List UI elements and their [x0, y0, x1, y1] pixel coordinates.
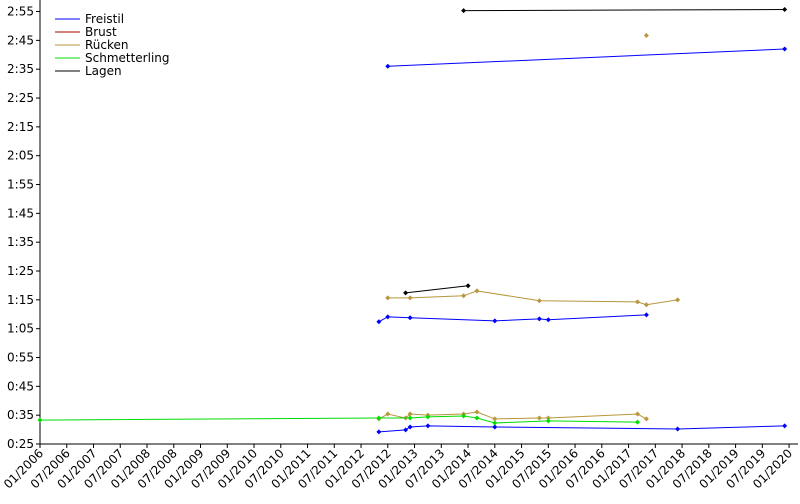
- point: [545, 415, 551, 421]
- y-tick-label: 1:15: [7, 293, 34, 307]
- point: [407, 315, 413, 321]
- point: [425, 423, 431, 429]
- y-tick-label: 0:25: [7, 437, 34, 451]
- point: [536, 415, 542, 421]
- point: [782, 7, 788, 13]
- point: [536, 316, 542, 322]
- y-tick-label: 2:45: [7, 33, 34, 47]
- y-tick-label: 0:55: [7, 351, 34, 365]
- y-tick-label: 0:45: [7, 379, 34, 393]
- y-tick-label: 1:55: [7, 178, 34, 192]
- y-tick-label: 2:55: [7, 5, 34, 19]
- point: [782, 423, 788, 429]
- point: [385, 411, 391, 417]
- point: [492, 424, 498, 430]
- point: [545, 418, 551, 424]
- legend-label: Freistil: [85, 12, 124, 26]
- point: [492, 420, 498, 426]
- point: [407, 424, 413, 430]
- point: [461, 413, 467, 419]
- legend-label: Rücken: [85, 38, 129, 52]
- series-line: [405, 9, 785, 294]
- series-line: [379, 35, 678, 418]
- point: [634, 299, 640, 305]
- point: [376, 429, 382, 435]
- point: [675, 426, 681, 432]
- y-tick-label: 2:15: [7, 120, 34, 134]
- point: [425, 414, 431, 420]
- series-line: [378, 48, 785, 433]
- point: [643, 416, 649, 422]
- y-tick-label: 1:35: [7, 235, 34, 249]
- legend-label: Brust: [85, 25, 117, 39]
- point: [643, 302, 649, 308]
- point: [376, 415, 382, 421]
- y-tick-label: 2:25: [7, 91, 34, 105]
- point: [403, 427, 409, 433]
- legend-label: Lagen: [85, 64, 122, 78]
- point: [407, 411, 413, 417]
- point: [385, 314, 391, 320]
- point: [474, 415, 480, 421]
- point: [492, 318, 498, 324]
- point: [385, 63, 391, 69]
- y-tick-label: 1:45: [7, 206, 34, 220]
- point: [407, 415, 413, 421]
- point: [385, 295, 391, 301]
- point: [403, 290, 409, 296]
- y-tick-label: 1:25: [7, 264, 34, 278]
- point: [643, 32, 649, 38]
- point: [675, 297, 681, 303]
- y-tick-label: 1:05: [7, 322, 34, 336]
- point: [492, 416, 498, 422]
- y-tick-label: 2:35: [7, 62, 34, 76]
- y-tick-label: 0:35: [7, 408, 34, 422]
- point: [643, 312, 649, 318]
- point: [634, 419, 640, 425]
- point: [634, 411, 640, 417]
- point: [376, 319, 382, 325]
- point: [465, 283, 471, 289]
- point: [474, 288, 480, 294]
- point: [407, 295, 413, 301]
- point: [545, 317, 551, 323]
- point: [37, 417, 43, 423]
- legend-label: Schmetterling: [85, 51, 170, 65]
- point: [474, 409, 480, 415]
- point: [461, 8, 467, 14]
- point: [536, 298, 542, 304]
- y-tick-label: 2:05: [7, 149, 34, 163]
- point: [782, 46, 788, 52]
- point: [461, 293, 467, 299]
